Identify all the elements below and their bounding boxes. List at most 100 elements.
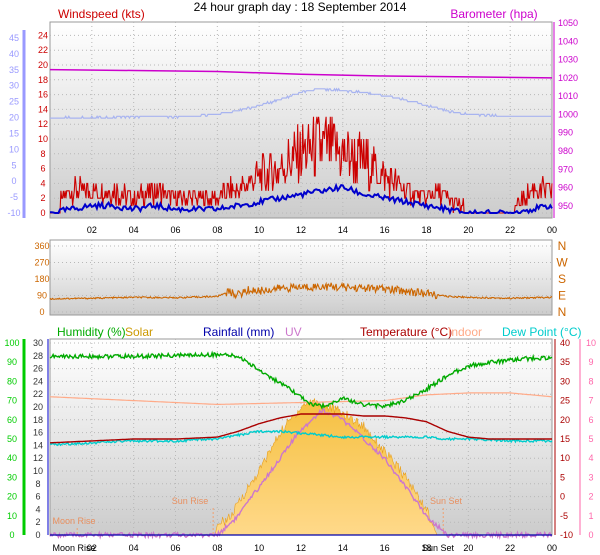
inner-tick-label: 4	[35, 504, 40, 514]
temperature-tick-label: 35	[560, 357, 570, 367]
humidity-tick-label: 30	[7, 472, 17, 482]
barometer-tick-label: 970	[558, 164, 573, 174]
inner-tick-label: 14	[33, 440, 43, 450]
legend-indoor: Indoor	[448, 325, 482, 339]
inner-tick-label: 26	[33, 364, 43, 374]
x-tick-label: Moon Rise	[52, 543, 95, 553]
wind-tick-label: 4	[40, 178, 45, 188]
humidity-line	[49, 350, 553, 411]
event-marker-label: Moon Rise	[52, 516, 95, 526]
outer-tick-label: -10	[7, 208, 20, 218]
barometer-trend-line	[50, 87, 551, 120]
uv-tick-label: 5	[588, 434, 593, 444]
outer-tick-label: 0	[11, 176, 16, 186]
x-tick-label: 12	[296, 543, 306, 553]
inner-tick-label: 12	[33, 453, 43, 463]
barometer-axis-label: Barometer (hpa)	[450, 7, 537, 21]
inner-tick-label: 6	[35, 492, 40, 502]
wind-tick-label: 18	[38, 75, 48, 85]
barometer-tick-label: 980	[558, 146, 573, 156]
humidity-tick-label: 80	[7, 376, 17, 386]
humidity-tick-label: 60	[7, 415, 17, 425]
wind-tick-label: 12	[38, 119, 48, 129]
event-marker-label: Sun Set	[430, 496, 463, 506]
indoor-line	[50, 392, 553, 405]
x-tick-label: 20	[463, 225, 473, 235]
x-tick-label: 16	[380, 225, 390, 235]
barometer-tick-label: 1010	[558, 91, 578, 101]
x-tick-label: 08	[212, 543, 222, 553]
compass-label: E	[558, 289, 566, 303]
x-tick-label: 22	[505, 543, 515, 553]
series-lines	[49, 68, 553, 540]
temperature-tick-label: 0	[560, 492, 565, 502]
legend-solar: Solar	[125, 325, 153, 339]
uv-tick-label: 7	[588, 396, 593, 406]
x-tick-label: 20	[463, 543, 473, 553]
inner-tick-label: 22	[33, 389, 43, 399]
uv-tick-label: 4	[588, 453, 593, 463]
inner-tick-label: 20	[33, 402, 43, 412]
outer-tick-label: 5	[11, 160, 16, 170]
inner-tick-label: 30	[33, 338, 43, 348]
compass-label: N	[558, 239, 567, 253]
temperature-tick-label: 40	[560, 338, 570, 348]
x-tick-label: 02	[87, 543, 97, 553]
outer-tick-label: 35	[9, 65, 19, 75]
x-tick-label: 02	[87, 225, 97, 235]
humidity-tick-label: 70	[7, 396, 17, 406]
humidity-tick-label: 100	[4, 338, 19, 348]
temperature-tick-label: -5	[560, 511, 568, 521]
x-tick-label: 04	[129, 543, 139, 553]
wind-tick-label: 2	[40, 193, 45, 203]
compass-label: N	[558, 305, 567, 319]
inner-tick-label: 10	[33, 466, 43, 476]
windspeed-avg-line	[49, 182, 553, 216]
direction-panel	[49, 239, 553, 316]
graph-title: 24 hour graph day : 18 September 2014	[194, 0, 407, 14]
wind-tick-label: 24	[38, 30, 48, 40]
direction-tick-label: 180	[34, 274, 49, 284]
uv-tick-label: 2	[588, 492, 593, 502]
legend-dewpoint: Dew Point (°C)	[502, 325, 581, 339]
x-tick-label: 06	[170, 225, 180, 235]
direction-tick-label: 0	[39, 307, 44, 317]
inner-tick-label: 18	[33, 415, 43, 425]
x-tick-label: 00	[547, 225, 557, 235]
legend-uv: UV	[285, 325, 302, 339]
direction-tick-label: 360	[34, 241, 49, 251]
outer-tick-label: 20	[9, 113, 19, 123]
wind-tick-label: 10	[38, 134, 48, 144]
barometer-tick-label: 1030	[558, 55, 578, 65]
temperature-tick-label: 10	[560, 453, 570, 463]
barometer-tick-label: 960	[558, 183, 573, 193]
x-tick-label: Sun Set	[422, 543, 455, 553]
temperature-tick-label: 30	[560, 376, 570, 386]
humidity-tick-label: 50	[7, 434, 17, 444]
uv-tick-label: 6	[588, 415, 593, 425]
barometer-tick-label: 1000	[558, 109, 578, 119]
x-tick-label: 18	[421, 225, 431, 235]
outer-tick-label: 40	[9, 49, 19, 59]
grid-lines	[50, 22, 552, 536]
x-tick-label: 00	[547, 543, 557, 553]
compass-label: S	[558, 272, 566, 286]
wind-tick-label: 16	[38, 90, 48, 100]
temperature-tick-label: -10	[560, 530, 573, 540]
direction-tick-label: 90	[37, 291, 47, 301]
outer-tick-label: 15	[9, 128, 19, 138]
compass-label: W	[556, 256, 568, 270]
wind-tick-label: 14	[38, 104, 48, 114]
legend-humidity: Humidity (%)	[57, 325, 126, 339]
direction-tick-label: 270	[34, 258, 49, 268]
inner-tick-label: 2	[35, 517, 40, 527]
inner-tick-label: 28	[33, 351, 43, 361]
x-tick-label: 14	[338, 225, 348, 235]
x-tick-label: 16	[380, 543, 390, 553]
barometer-tick-label: 990	[558, 128, 573, 138]
uv-tick-label: 0	[588, 530, 593, 540]
x-tick-label: 08	[212, 225, 222, 235]
outer-tick-label: 25	[9, 97, 19, 107]
outer-tick-label: 45	[9, 33, 19, 43]
